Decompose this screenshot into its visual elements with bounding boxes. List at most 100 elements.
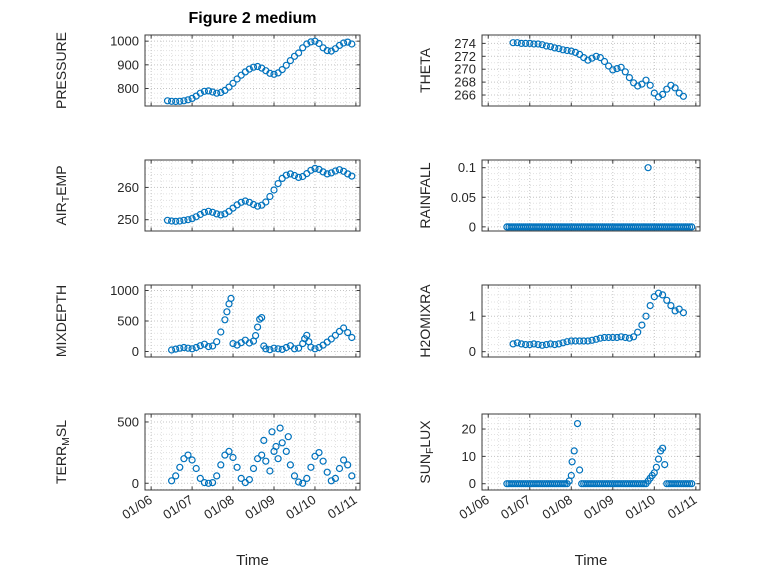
data-marker [617,333,625,341]
data-marker [290,171,299,180]
data-marker [663,85,671,93]
ylabel-theta: THETA [417,47,433,93]
data-marker [260,436,268,444]
data-marker [652,463,661,471]
data-marker [609,333,617,342]
ytick-label: 274 [454,36,476,51]
mixdepth-points [168,294,356,354]
data-marker [613,333,621,342]
data-marker [163,97,172,105]
data-marker [642,312,650,320]
data-marker [196,342,204,350]
data-marker [172,217,180,225]
data-marker [629,333,638,341]
data-marker [675,89,683,97]
data-marker [274,455,282,463]
data-marker [184,96,192,104]
data-marker [225,83,233,91]
data-marker [180,216,188,224]
data-marker [335,327,344,335]
data-marker [241,197,249,205]
rainfall-points [503,164,696,231]
data-marker [245,198,253,206]
data-marker [650,89,658,97]
xtick-label: 01/09 [581,492,616,522]
ytick-label: 268 [454,75,476,90]
theta-points [509,39,688,101]
subplot-air-temp: 250 260 AIRTEMP [53,159,361,232]
data-marker [249,63,258,71]
data-marker [204,343,213,351]
data-marker [551,341,559,349]
ytick-label: 0.05 [451,190,476,205]
data-marker [256,315,264,323]
xtick-label: 01/06 [119,492,154,522]
data-marker [272,442,280,451]
xtick-label: 01/09 [242,492,277,522]
data-marker [546,340,555,348]
data-marker [252,332,260,340]
data-marker [286,461,294,469]
data-marker [613,64,621,73]
data-marker [521,341,530,349]
data-marker [266,69,274,77]
data-marker [284,433,292,441]
data-marker [571,48,580,57]
h2omixra-points [509,289,688,349]
data-marker [229,340,237,348]
data-marker [688,480,696,488]
subplot-sun-flux: 0 10 20 SUNFLUX 01/06 01/07 01/08 01/09 01/10 01/… [417,413,701,522]
data-marker [517,340,526,348]
data-marker [241,479,249,487]
data-marker [667,302,675,310]
data-marker [344,38,352,46]
data-marker [213,210,221,218]
data-marker [176,97,184,105]
data-marker [596,53,604,62]
data-marker [249,464,258,473]
data-marker [168,217,176,225]
data-marker [621,68,629,76]
data-marker [209,479,217,487]
data-marker [546,42,555,51]
data-marker [184,216,192,224]
ytick-label: 0.1 [458,160,476,175]
data-marker [526,341,534,349]
data-marker [625,73,634,82]
data-marker [563,338,571,346]
data-marker [538,341,546,349]
data-marker [604,62,613,70]
data-marker [654,289,663,297]
subplot-rainfall: 0 0.05 0.1 RAINFALL [417,159,701,234]
data-marker [274,180,282,188]
data-marker [168,346,176,354]
data-marker [254,323,262,331]
data-marker [563,46,571,55]
data-marker [229,79,237,87]
data-marker [567,337,575,345]
ylabel-rainfall: RAINFALL [417,162,433,228]
axes-box [481,159,701,232]
data-marker [204,479,213,487]
data-marker [534,341,542,349]
data-marker [580,337,588,345]
data-marker [315,39,323,48]
data-marker [658,90,667,99]
axes-box [144,159,361,232]
xtick-label: 01/07 [160,492,195,522]
data-marker [654,455,663,463]
data-marker [517,39,526,48]
data-marker [323,170,331,178]
data-marker [335,166,344,174]
data-marker [340,39,348,47]
data-marker [323,46,331,55]
data-marker [282,447,290,455]
data-marker [348,333,356,342]
ylabel-pressure: PRESSURE [53,32,69,109]
xtick-label: 01/06 [456,492,491,522]
xtick-label: 01/08 [539,492,574,522]
data-marker [254,202,262,210]
data-marker [295,49,303,57]
